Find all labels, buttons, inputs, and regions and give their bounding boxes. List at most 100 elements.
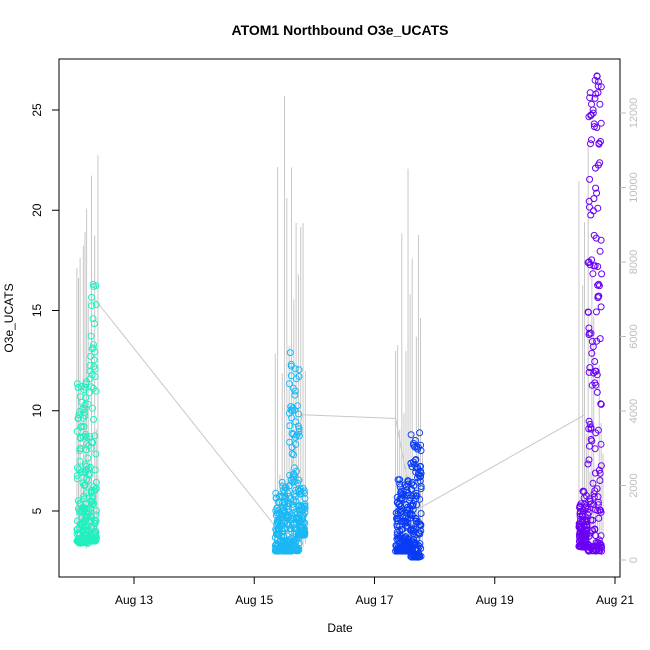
data-point	[591, 76, 599, 84]
data-point	[76, 457, 84, 465]
data-point	[91, 432, 99, 440]
data-point	[288, 540, 295, 548]
data-point	[286, 422, 294, 430]
data-point	[407, 459, 415, 467]
data-point	[409, 506, 417, 514]
data-point	[86, 537, 94, 545]
data-point	[291, 365, 299, 373]
data-point	[595, 466, 603, 474]
data-point	[417, 469, 425, 477]
data-point	[90, 500, 98, 507]
data-point	[585, 113, 593, 121]
data-point	[278, 478, 286, 486]
data-point	[592, 184, 600, 192]
data-point	[588, 349, 596, 357]
data-point	[296, 501, 304, 509]
data-point	[408, 480, 415, 488]
data-point	[73, 530, 81, 538]
data-point	[272, 494, 280, 502]
data-point	[592, 545, 600, 553]
data-point	[92, 507, 100, 515]
data-point	[397, 547, 404, 555]
data-point	[588, 100, 595, 108]
data-point	[86, 533, 94, 541]
data-point	[287, 360, 295, 368]
data-point	[90, 320, 98, 328]
data-point	[585, 456, 593, 464]
chart-title: ATOM1 Northbound O3e_UCATS	[232, 22, 449, 38]
data-point	[88, 345, 96, 353]
data-point	[397, 490, 405, 498]
data-point	[397, 487, 405, 495]
data-point	[80, 495, 88, 503]
y2-tick-label: 2000	[628, 473, 640, 497]
data-point	[410, 525, 418, 533]
data-point	[395, 535, 403, 543]
data-point	[90, 341, 97, 349]
data-point	[412, 514, 419, 522]
data-point	[598, 270, 606, 278]
data-point	[84, 400, 92, 408]
data-point	[288, 429, 296, 437]
data-point	[82, 446, 90, 454]
data-point	[582, 503, 590, 511]
data-point	[86, 470, 94, 478]
data-point	[278, 510, 285, 518]
data-point	[410, 460, 418, 468]
data-point	[597, 462, 605, 470]
data-point	[92, 450, 100, 458]
data-point	[407, 553, 415, 560]
data-point	[580, 487, 588, 495]
data-point	[593, 189, 601, 197]
data-point	[587, 140, 594, 148]
data-point	[586, 175, 594, 183]
data-point	[280, 489, 288, 497]
data-point	[594, 539, 602, 546]
data-point	[575, 537, 583, 545]
data-point	[414, 553, 422, 561]
data-point	[74, 415, 82, 423]
data-point	[597, 83, 605, 91]
data-point	[586, 94, 594, 102]
data-point	[295, 373, 303, 380]
data-point	[596, 469, 604, 477]
data-point	[90, 483, 98, 491]
data-point	[75, 466, 83, 474]
data-point	[89, 404, 96, 412]
x-axis-label: Date	[327, 621, 353, 635]
data-point	[590, 490, 598, 498]
data-point	[417, 527, 425, 535]
data-point	[590, 231, 598, 239]
data-point	[586, 364, 594, 372]
data-point	[297, 531, 304, 539]
data-point	[86, 362, 94, 370]
x-tick-label: Aug 17	[355, 593, 393, 607]
y2-tick-label: 6000	[628, 324, 640, 348]
x-tick-label: Aug 15	[235, 593, 273, 607]
data-point	[291, 391, 299, 399]
data-point	[291, 471, 299, 479]
data-points-layer	[73, 72, 606, 561]
data-point	[413, 535, 421, 543]
data-point	[393, 493, 401, 501]
data-point	[73, 380, 81, 388]
data-point	[588, 381, 596, 389]
data-point	[73, 427, 81, 435]
data-point	[413, 501, 421, 509]
data-point	[589, 109, 597, 117]
data-point	[91, 520, 99, 527]
y-axis-ticks: 5 10 15 20 25	[30, 103, 59, 514]
data-point	[409, 501, 417, 509]
data-point	[273, 509, 281, 517]
data-point	[296, 506, 304, 514]
data-point	[88, 293, 95, 301]
data-point	[78, 422, 86, 430]
data-point	[597, 303, 605, 311]
x-axis-ticks: Aug 13 Aug 15 Aug 17 Aug 19 Aug 21	[115, 577, 634, 607]
data-point	[91, 534, 99, 542]
data-point	[89, 315, 97, 323]
data-point	[396, 480, 404, 488]
y-tick-label: 10	[30, 404, 44, 418]
data-point	[279, 482, 287, 490]
